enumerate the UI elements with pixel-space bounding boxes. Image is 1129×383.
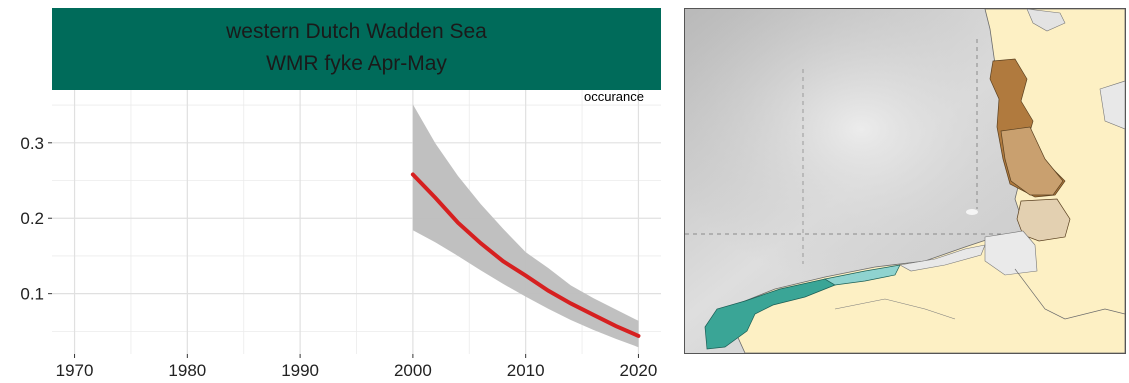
x-tick-label: 1990	[281, 361, 319, 380]
grid-major	[52, 90, 661, 354]
facet-title-line2: WMR fyke Apr-May	[266, 52, 447, 75]
confidence-ribbon	[412, 104, 639, 348]
central-wadden-sea	[899, 244, 986, 272]
facet-title-line1: western Dutch Wadden Sea	[226, 20, 487, 43]
estuary-east	[1099, 80, 1125, 130]
x-tick-label: 2020	[620, 361, 658, 380]
grid-minor	[52, 90, 661, 354]
y-tick-label: 0.2	[20, 209, 44, 228]
western-dutch-wadden-sea-area	[704, 278, 836, 350]
trend-line	[410, 172, 641, 338]
waterway	[834, 298, 956, 320]
x-tick-label: 1980	[168, 361, 206, 380]
y-tick-label: 0.1	[20, 285, 44, 304]
facet-strip: western Dutch Wadden Sea WMR fyke Apr-Ma…	[52, 8, 661, 90]
variable-label: occurance	[584, 89, 644, 104]
x-axis: 1970 1980 1990 2000 2010 2020	[56, 354, 658, 380]
x-tick-label: 2000	[394, 361, 432, 380]
line-chart: 0.1 0.2 0.3 1970 1980 1990 2000 2010 2020	[20, 90, 661, 380]
y-tick-label: 0.3	[20, 134, 44, 153]
eastern-wadden-sea-area-3	[1016, 198, 1071, 242]
border-line	[1014, 268, 1125, 320]
island-north	[1026, 9, 1066, 32]
y-axis: 0.1 0.2 0.3	[20, 134, 52, 304]
x-tick-label: 2010	[507, 361, 545, 380]
x-tick-label: 1970	[56, 361, 94, 380]
western-wadden-sea-subarea	[824, 264, 901, 286]
ems-estuary	[984, 230, 1038, 276]
map-image	[685, 9, 1125, 353]
sea-marker	[966, 209, 978, 215]
eastern-wadden-sea-area-2	[1000, 126, 1064, 196]
study-area-map	[684, 8, 1126, 354]
